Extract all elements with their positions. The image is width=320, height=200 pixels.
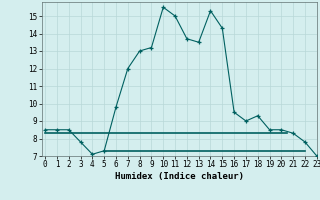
X-axis label: Humidex (Indice chaleur): Humidex (Indice chaleur): [115, 172, 244, 181]
